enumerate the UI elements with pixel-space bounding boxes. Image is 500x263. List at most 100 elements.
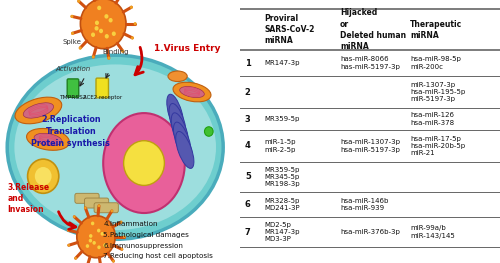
Circle shape (204, 127, 213, 136)
Circle shape (95, 21, 99, 25)
Ellipse shape (24, 103, 54, 118)
Text: hsa-miR-126
hsa-miR-378: hsa-miR-126 hsa-miR-378 (410, 112, 455, 126)
Text: Therapeutic
miRNA: Therapeutic miRNA (410, 19, 463, 40)
Circle shape (98, 245, 100, 249)
FancyArrowPatch shape (106, 74, 110, 78)
Text: 6: 6 (245, 200, 250, 209)
Ellipse shape (28, 159, 59, 193)
Ellipse shape (14, 64, 216, 230)
Circle shape (67, 229, 70, 232)
Text: 5: 5 (245, 172, 250, 181)
Circle shape (108, 57, 110, 60)
Text: MD2-5p
MR147-3p
MD3-3P: MD2-5p MR147-3p MD3-3P (264, 222, 300, 242)
FancyBboxPatch shape (84, 198, 108, 208)
Text: Hijacked
or
Deleted human
miRNA: Hijacked or Deleted human miRNA (340, 8, 406, 51)
Circle shape (112, 32, 116, 36)
Ellipse shape (168, 71, 187, 82)
Text: MR328-5p
MD241-3P: MR328-5p MD241-3P (264, 198, 300, 211)
Text: 7.Reducing host cell apoptosis: 7.Reducing host cell apoptosis (103, 254, 213, 259)
Circle shape (97, 6, 101, 10)
Circle shape (74, 257, 77, 260)
Circle shape (108, 18, 112, 22)
Circle shape (89, 234, 92, 238)
FancyBboxPatch shape (75, 193, 99, 203)
Circle shape (104, 14, 108, 19)
Circle shape (77, 216, 115, 258)
Text: hsa-miR-146b
hsa-miR-939: hsa-miR-146b hsa-miR-939 (340, 198, 388, 211)
Circle shape (131, 36, 134, 39)
Text: 7: 7 (245, 227, 250, 237)
Ellipse shape (103, 113, 185, 213)
Text: Activation: Activation (56, 66, 91, 72)
Circle shape (134, 22, 136, 25)
Circle shape (130, 6, 133, 9)
Ellipse shape (167, 94, 184, 132)
Circle shape (122, 50, 124, 53)
Text: MR359-5p: MR359-5p (264, 116, 300, 122)
Text: 5.Pathological damages: 5.Pathological damages (103, 232, 189, 238)
Ellipse shape (7, 55, 223, 239)
Circle shape (86, 244, 89, 248)
Circle shape (88, 239, 92, 242)
Text: 2.Replication
Translation
Protein synthesis: 2.Replication Translation Protein synthe… (32, 115, 110, 148)
Ellipse shape (173, 82, 211, 102)
Ellipse shape (176, 132, 194, 168)
Circle shape (98, 204, 100, 207)
Text: 4.Inflammation: 4.Inflammation (103, 221, 158, 227)
Text: 2: 2 (245, 88, 250, 97)
Text: MR147-3p: MR147-3p (264, 60, 300, 66)
Circle shape (123, 235, 126, 238)
Circle shape (103, 243, 106, 247)
Text: miR-1307-3p
hsa-miR-195-5p
miR-5197-3p: miR-1307-3p hsa-miR-195-5p miR-5197-3p (410, 82, 466, 102)
Text: hsa-miR-17-5p
hsa-miR-20b-5p
miR-21: hsa-miR-17-5p hsa-miR-20b-5p miR-21 (410, 136, 466, 156)
Text: 4: 4 (245, 141, 250, 150)
Text: 6.Immunosuppression: 6.Immunosuppression (103, 243, 183, 249)
Text: miR-99a/b
miR-143/145: miR-99a/b miR-143/145 (410, 225, 455, 239)
Circle shape (104, 34, 109, 38)
Text: ACE2 receptor: ACE2 receptor (82, 95, 122, 100)
Text: 1: 1 (245, 59, 250, 68)
Ellipse shape (35, 167, 51, 185)
Text: TMPRSS2: TMPRSS2 (59, 95, 87, 100)
Circle shape (99, 29, 103, 33)
Circle shape (79, 46, 82, 50)
Ellipse shape (174, 122, 192, 159)
Text: 3.Release
and
Invasion: 3.Release and Invasion (7, 183, 50, 214)
FancyBboxPatch shape (96, 78, 108, 98)
FancyArrowPatch shape (80, 79, 84, 86)
Circle shape (97, 229, 100, 232)
Text: has-miR-8066
has-miR-5197-3p: has-miR-8066 has-miR-5197-3p (340, 57, 400, 70)
Text: hsa-miR-376b-3p: hsa-miR-376b-3p (340, 229, 400, 235)
Text: Spike: Spike (62, 39, 82, 45)
Ellipse shape (172, 113, 188, 150)
FancyBboxPatch shape (94, 203, 118, 213)
Circle shape (112, 260, 114, 262)
Circle shape (80, 0, 126, 49)
Circle shape (71, 32, 74, 35)
Text: miR-1-5p
miR-2-5p: miR-1-5p miR-2-5p (264, 139, 296, 153)
Text: MR359-5p
MR345-5p
MR198-3p: MR359-5p MR345-5p MR198-3p (264, 167, 300, 187)
Ellipse shape (169, 104, 186, 141)
Circle shape (70, 15, 74, 18)
Circle shape (91, 221, 94, 225)
Circle shape (100, 232, 104, 236)
Ellipse shape (34, 133, 62, 145)
Circle shape (120, 221, 122, 224)
Text: 3: 3 (245, 114, 250, 124)
Circle shape (110, 210, 113, 212)
Ellipse shape (26, 128, 70, 150)
Text: hsa-miR-98-5p
miR-200c: hsa-miR-98-5p miR-200c (410, 57, 461, 70)
Ellipse shape (180, 87, 204, 98)
FancyArrowPatch shape (135, 47, 143, 75)
FancyArrowPatch shape (58, 212, 76, 229)
Circle shape (92, 241, 96, 245)
Circle shape (68, 244, 70, 247)
Text: Binding: Binding (102, 49, 128, 55)
Circle shape (120, 248, 123, 251)
Text: 1.Virus Entry: 1.Virus Entry (154, 44, 220, 53)
Circle shape (92, 55, 95, 59)
Text: Proviral
SARS-CoV-2
miRNA: Proviral SARS-CoV-2 miRNA (264, 14, 315, 45)
Text: hsa-miR-1307-3p
hsa-miR-5197-3p: hsa-miR-1307-3p hsa-miR-5197-3p (340, 139, 400, 153)
Circle shape (94, 26, 98, 31)
FancyBboxPatch shape (67, 79, 78, 97)
